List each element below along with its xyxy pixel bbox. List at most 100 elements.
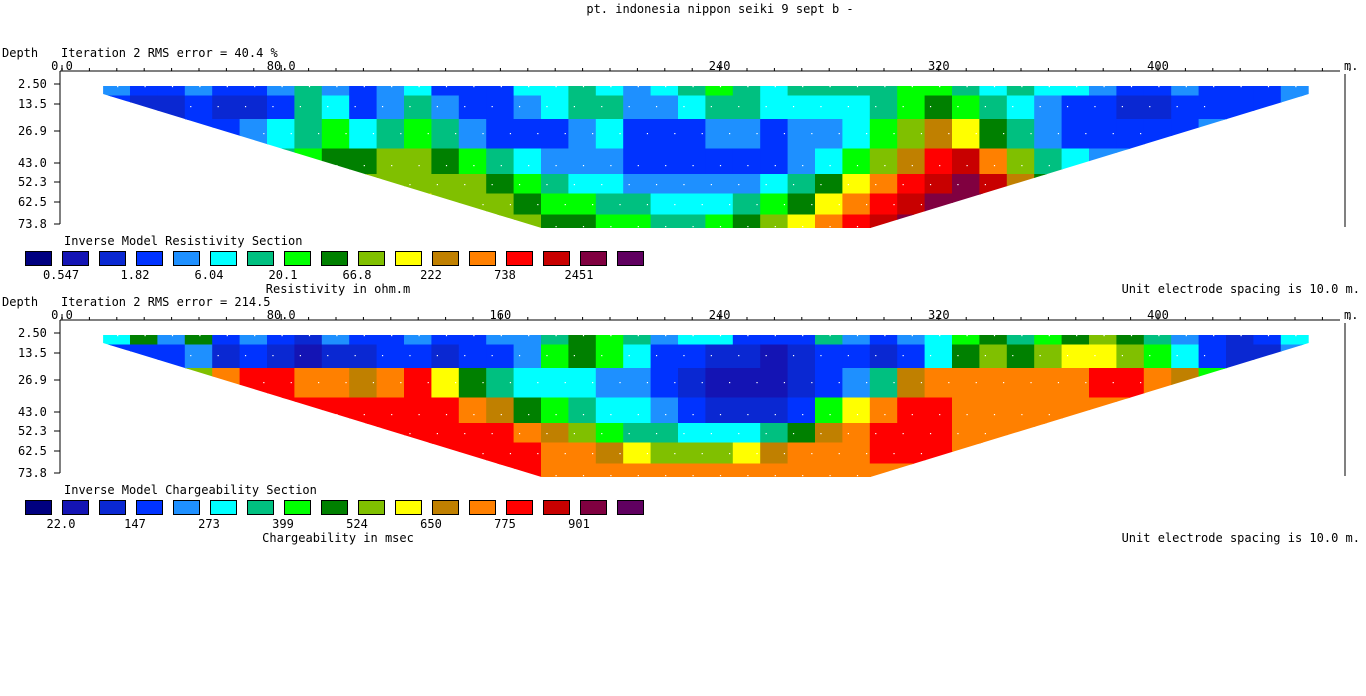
- section-cell: [1226, 148, 1255, 176]
- section-cell: [897, 119, 926, 150]
- section-cell: [623, 174, 652, 195]
- datum-point: [774, 475, 776, 477]
- datum-point: [455, 382, 457, 384]
- datum-point: [884, 335, 886, 337]
- datum-point: [902, 433, 904, 435]
- section-cell: [623, 86, 652, 97]
- section-cell: [404, 95, 433, 121]
- datum-point: [747, 414, 749, 416]
- section-cell: [678, 86, 707, 97]
- datum-point: [1295, 86, 1297, 88]
- datum-point: [683, 184, 685, 186]
- datum-point: [911, 335, 913, 337]
- section-cell: [897, 463, 926, 477]
- section-cell: [1280, 119, 1309, 150]
- datum-point: [1185, 335, 1187, 337]
- datum-point: [646, 204, 649, 206]
- section-cell: [979, 193, 1008, 216]
- datum-point: [729, 453, 731, 455]
- section-cell: [184, 214, 214, 228]
- datum-point: [993, 335, 996, 337]
- datum-point: [893, 133, 895, 135]
- depth-label: Depth: [2, 295, 39, 309]
- section-cell: [979, 344, 1008, 370]
- section-cell: [486, 423, 515, 444]
- section-cell: [979, 86, 1008, 97]
- section-cell: [705, 174, 734, 195]
- section-cell: [267, 442, 296, 465]
- resistivity-plot: [54, 65, 1351, 228]
- section-cell: [458, 148, 488, 176]
- datum-point: [573, 106, 575, 108]
- datum-point: [893, 382, 895, 384]
- datum-point: [802, 414, 804, 416]
- section-cell: [1116, 442, 1145, 465]
- section-cell: [869, 86, 899, 97]
- section-cell: [431, 397, 460, 425]
- legend-swatch: [210, 251, 237, 266]
- section-cell: [431, 423, 460, 444]
- section-cell: [650, 174, 680, 195]
- datum-point: [646, 133, 649, 135]
- section-cell: [842, 397, 871, 425]
- datum-point: [939, 414, 941, 416]
- datum-point: [939, 335, 941, 337]
- datum-point: [418, 335, 420, 337]
- datum-point: [518, 106, 521, 108]
- depth-tick-label: 52.3: [18, 424, 47, 438]
- section-cell: [1061, 335, 1091, 346]
- datum-point: [1203, 106, 1206, 108]
- unit-m-label: m.: [1344, 308, 1359, 322]
- datum-point: [1213, 86, 1215, 88]
- legend-swatch: [321, 500, 348, 515]
- section-cell: [705, 148, 734, 176]
- section-cell: [130, 442, 159, 465]
- section-cell: [1061, 95, 1091, 121]
- section-cell: [952, 442, 981, 465]
- section-cell: [1253, 193, 1282, 216]
- section-title: Inverse Model Resistivity Section: [64, 234, 303, 248]
- datum-point: [436, 433, 438, 435]
- legend-swatch: [284, 251, 311, 266]
- datum-point: [582, 414, 585, 416]
- section-cell: [568, 368, 597, 399]
- section-cell: [376, 335, 406, 346]
- datum-point: [820, 106, 822, 108]
- section-cell: [787, 397, 817, 425]
- datum-point: [473, 86, 475, 88]
- legend-value: 738: [494, 268, 516, 282]
- section-cell: [979, 95, 1008, 121]
- section-cell: [678, 344, 707, 370]
- datum-point: [610, 475, 612, 477]
- datum-point: [363, 86, 365, 88]
- datum-point: [610, 226, 612, 228]
- section-cell: [1116, 214, 1145, 228]
- datum-point: [601, 106, 603, 108]
- section-cell: [1006, 442, 1036, 465]
- datum-point: [792, 106, 795, 108]
- datum-point: [482, 382, 484, 384]
- datum-point: [719, 226, 722, 228]
- section-cell: [404, 397, 433, 425]
- section-cell: [732, 442, 762, 465]
- section-cell: [650, 86, 680, 97]
- datum-point: [610, 86, 612, 88]
- section-cell: [267, 368, 296, 399]
- section-cell: [541, 95, 570, 121]
- section-cell: [1171, 335, 1200, 346]
- section-cell: [212, 397, 241, 425]
- datum-point: [1048, 165, 1050, 167]
- section-cell: [732, 344, 762, 370]
- datum-point: [318, 382, 320, 384]
- section-cell: [1280, 463, 1309, 477]
- section-cell: [979, 214, 1008, 228]
- section-cell: [486, 368, 515, 399]
- legend-value: 775: [494, 517, 516, 531]
- section-cell: [486, 119, 515, 150]
- datum-point: [719, 335, 722, 337]
- section-cell: [513, 148, 543, 176]
- datum-point: [1021, 335, 1023, 337]
- datum-point: [811, 204, 813, 206]
- legend-swatch: [173, 251, 200, 266]
- datum-point: [427, 133, 429, 135]
